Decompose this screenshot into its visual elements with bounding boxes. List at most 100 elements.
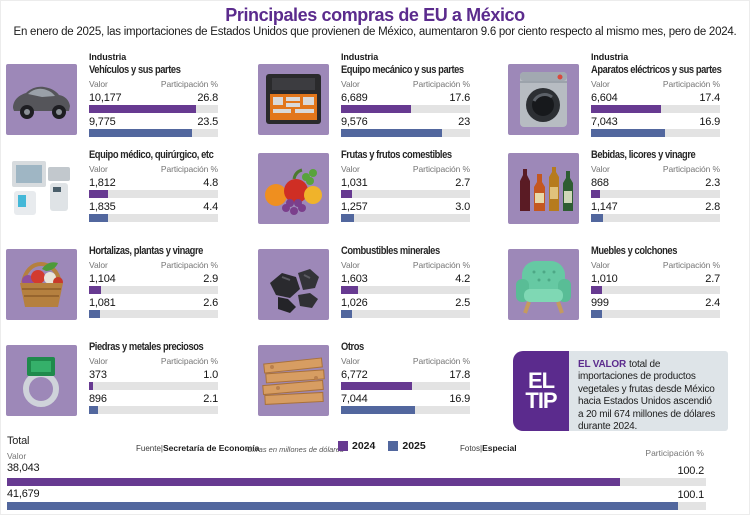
bar-labels-row: Valor Participación % [89,79,218,89]
bar-rows: 1,812 4.8 1,835 4.4 [89,177,218,222]
category-title: Combustibles minerales [341,245,440,257]
bar-track [341,310,470,318]
valor-value: 7,043 [591,116,618,128]
valor-value: 9,775 [89,116,116,128]
bar-fill-2025 [341,310,352,318]
bar-fill-2025 [591,214,604,222]
photos-prefix: Fotos| [460,444,483,453]
category-body: Industria Vehículos y sus partes Valor P… [89,51,218,147]
coal-icon [258,249,329,320]
source-credit: Fuente|Secretaría de Economía [136,443,259,453]
el-tip-badge-line2: TIP [525,388,557,413]
legend-item-2025: 2025 [388,440,426,452]
photos-name: Especial [482,443,517,453]
bar-track [341,190,470,198]
bar-track [341,406,470,414]
bar-fill-2025 [89,406,99,414]
valor-value: 1,031 [341,177,368,189]
bar-labels-row: Valor Participación % [591,79,720,89]
valor-value: 896 [89,393,107,405]
bar-rows: 10,177 26.8 9,775 23.5 [89,92,218,137]
bar-fill-2025 [89,129,192,137]
bar-track [591,286,720,294]
bar-track [341,105,470,113]
value-row: 9,576 23 [341,116,470,128]
bar-track [341,129,470,137]
valor-value: 1,026 [341,297,368,309]
bar-track [89,214,218,222]
valor-label: Valor [591,164,610,174]
value-row: 6,689 17.6 [341,92,470,104]
wood-planks-icon [258,345,329,416]
valor-label: Valor [89,356,108,366]
valor-label: Valor [89,260,108,270]
participacion-label: Participación % [412,79,470,89]
column-right: Industria Aparatos eléctricos y sus part… [508,51,722,339]
participacion-value: 26.8 [197,92,218,104]
participacion-value: 4.8 [203,177,218,189]
el-tip-text: total de importaciones de productos vege… [578,359,716,433]
bar-fill-2024 [341,382,413,390]
bar-rows: 1,104 2.9 1,081 2.6 [89,273,218,318]
bar-track [89,310,218,318]
participacion-value: 23.5 [197,116,218,128]
value-row: 1,104 2.9 [89,273,218,285]
column-left: Industria Vehículos y sus partes Valor P… [6,51,218,435]
bar-track [89,129,218,137]
bar-rows: 6,689 17.6 9,576 23 [341,92,470,137]
value-row: 1,812 4.8 [89,177,218,189]
valor-value: 6,689 [341,92,368,104]
participacion-value: 2.3 [705,177,720,189]
bar-fill-2025 [591,310,602,318]
bar-fill-2024 [341,190,352,198]
participacion-value: 16.9 [699,116,720,128]
bar-labels-row: Valor Participación % [89,260,218,270]
category-body: Otros Valor Participación % 6,772 17.8 7… [341,339,470,435]
valor-value: 1,812 [89,177,116,189]
bar-fill-2024 [89,190,109,198]
total-2025-valor: 41,679 [7,488,40,500]
value-row: 1,081 2.6 [89,297,218,309]
gem-ring-icon [6,345,77,416]
total-label: Total [7,435,30,447]
participacion-label: Participación % [412,260,470,270]
participacion-label: Participación % [412,356,470,366]
valor-label: Valor [89,79,108,89]
participacion-value: 2.4 [705,297,720,309]
category-body: Industria Equipo mecánico y sus partes V… [341,51,470,147]
bar-track [89,190,218,198]
participacion-label: Participación % [160,260,218,270]
bar-labels-row: Valor Participación % [591,260,720,270]
category-body: Combustibles minerales Valor Participaci… [341,243,470,339]
valor-value: 6,772 [341,369,368,381]
valor-label: Valor [341,356,360,366]
value-row: 868 2.3 [591,177,720,189]
category-block: Hortalizas, plantas y vinagre Valor Part… [6,243,218,339]
total-2024-participacion: 100.2 [677,465,704,477]
bar-fill-2025 [591,129,666,137]
bar-track [591,190,720,198]
bar-labels-row: Valor Participación % [341,356,470,366]
category-body: Bebidas, licores y vinagre Valor Partici… [591,147,720,243]
category-block: Bebidas, licores y vinagre Valor Partici… [508,147,720,243]
participacion-value: 2.5 [455,297,470,309]
bar-rows: 1,010 2.7 999 2.4 [591,273,720,318]
column-center: Industria Equipo mecánico y sus partes V… [258,51,470,435]
category-title: Equipo mecánico y sus partes [341,64,464,76]
category-title: Aparatos eléctricos y sus partes [591,64,722,76]
value-row: 1,147 2.8 [591,201,720,213]
category-title: Otros [341,341,364,353]
valor-value: 373 [89,369,107,381]
category-title: Piedras y metales preciosos [89,341,204,353]
participacion-label: Participación % [160,79,218,89]
category-block: Muebles y colchones Valor Participación … [508,243,720,339]
photos-credit: Fotos|Especial [460,443,517,453]
bar-track [341,382,470,390]
tool-kit-icon [258,64,329,135]
participacion-value: 16.9 [449,393,470,405]
bar-track [591,214,720,222]
participacion-label: Participación % [662,79,720,89]
valor-label: Valor [341,164,360,174]
legend-item-2024: 2024 [338,440,375,452]
